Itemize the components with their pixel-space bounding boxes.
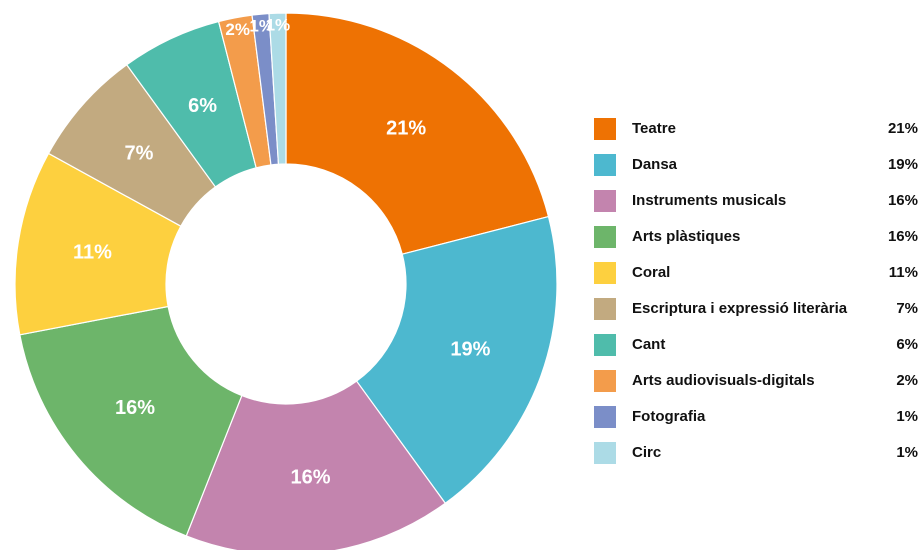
slice-label: 1%	[266, 16, 291, 35]
legend-value: 19%	[887, 156, 918, 173]
legend-item: Circ 1%	[594, 442, 918, 464]
legend-label: Dansa	[632, 156, 678, 173]
legend-swatch	[594, 262, 616, 284]
legend-item: Dansa 19%	[594, 154, 918, 176]
legend-swatch	[594, 370, 616, 392]
legend-value: 16%	[887, 192, 918, 209]
legend-swatch	[594, 298, 616, 320]
legend-item: Cant 6%	[594, 334, 918, 356]
legend-label: Arts plàstiques	[632, 228, 741, 245]
legend-value: 2%	[896, 372, 918, 389]
legend-swatch	[594, 442, 616, 464]
slice-label: 6%	[188, 95, 217, 117]
legend-label: Instruments musicals	[632, 192, 787, 209]
legend-swatch	[594, 154, 616, 176]
legend-item: Escriptura i expressió literària 7%	[594, 298, 918, 320]
slice	[355, 215, 558, 505]
legend-label: Coral	[632, 264, 671, 281]
legend-label: Cant	[632, 336, 666, 353]
legend-item: Fotografia 1%	[594, 406, 918, 428]
legend-value: 7%	[896, 300, 918, 317]
slice-label: 19%	[450, 339, 490, 361]
slice-label: 21%	[386, 117, 426, 139]
legend-value: 6%	[896, 336, 918, 353]
slice	[268, 12, 287, 165]
legend-swatch	[594, 226, 616, 248]
legend-label: Arts audiovisuals-digitals	[632, 372, 815, 389]
slice-label: 16%	[291, 467, 331, 489]
slice	[185, 380, 447, 550]
legend-swatch	[594, 406, 616, 428]
slice-label: 16%	[115, 397, 155, 419]
legend-item: Coral 11%	[594, 262, 918, 284]
slice	[285, 12, 550, 255]
legend-label: Circ	[632, 444, 662, 461]
legend-value: 11%	[888, 264, 918, 281]
legend-value: 16%	[887, 228, 918, 245]
legend-item: Instruments musicals 16%	[594, 190, 918, 212]
slice-label: 11%	[73, 242, 112, 264]
legend-item: Arts plàstiques 16%	[594, 226, 918, 248]
legend-swatch	[594, 334, 616, 356]
legend-swatch	[594, 118, 616, 140]
slice	[19, 305, 243, 537]
legend-label: Fotografia	[632, 408, 706, 425]
legend-value: 21%	[887, 120, 918, 137]
slice-label: 7%	[125, 143, 154, 165]
slice-label: 1%	[249, 17, 274, 36]
legend-value: 1%	[896, 444, 918, 461]
legend-item: Arts audiovisuals-digitals 2%	[594, 370, 918, 392]
legend-item: Teatre 21%	[594, 118, 918, 140]
legend: Teatre 21% Dansa 19% Instruments musicals 16%…	[594, 118, 918, 478]
legend-value: 1%	[896, 408, 918, 425]
slice-label: 2%	[225, 20, 250, 39]
legend-swatch	[594, 190, 616, 212]
legend-label: Escriptura i expressió literària	[632, 300, 848, 317]
legend-label: Teatre	[632, 120, 676, 137]
